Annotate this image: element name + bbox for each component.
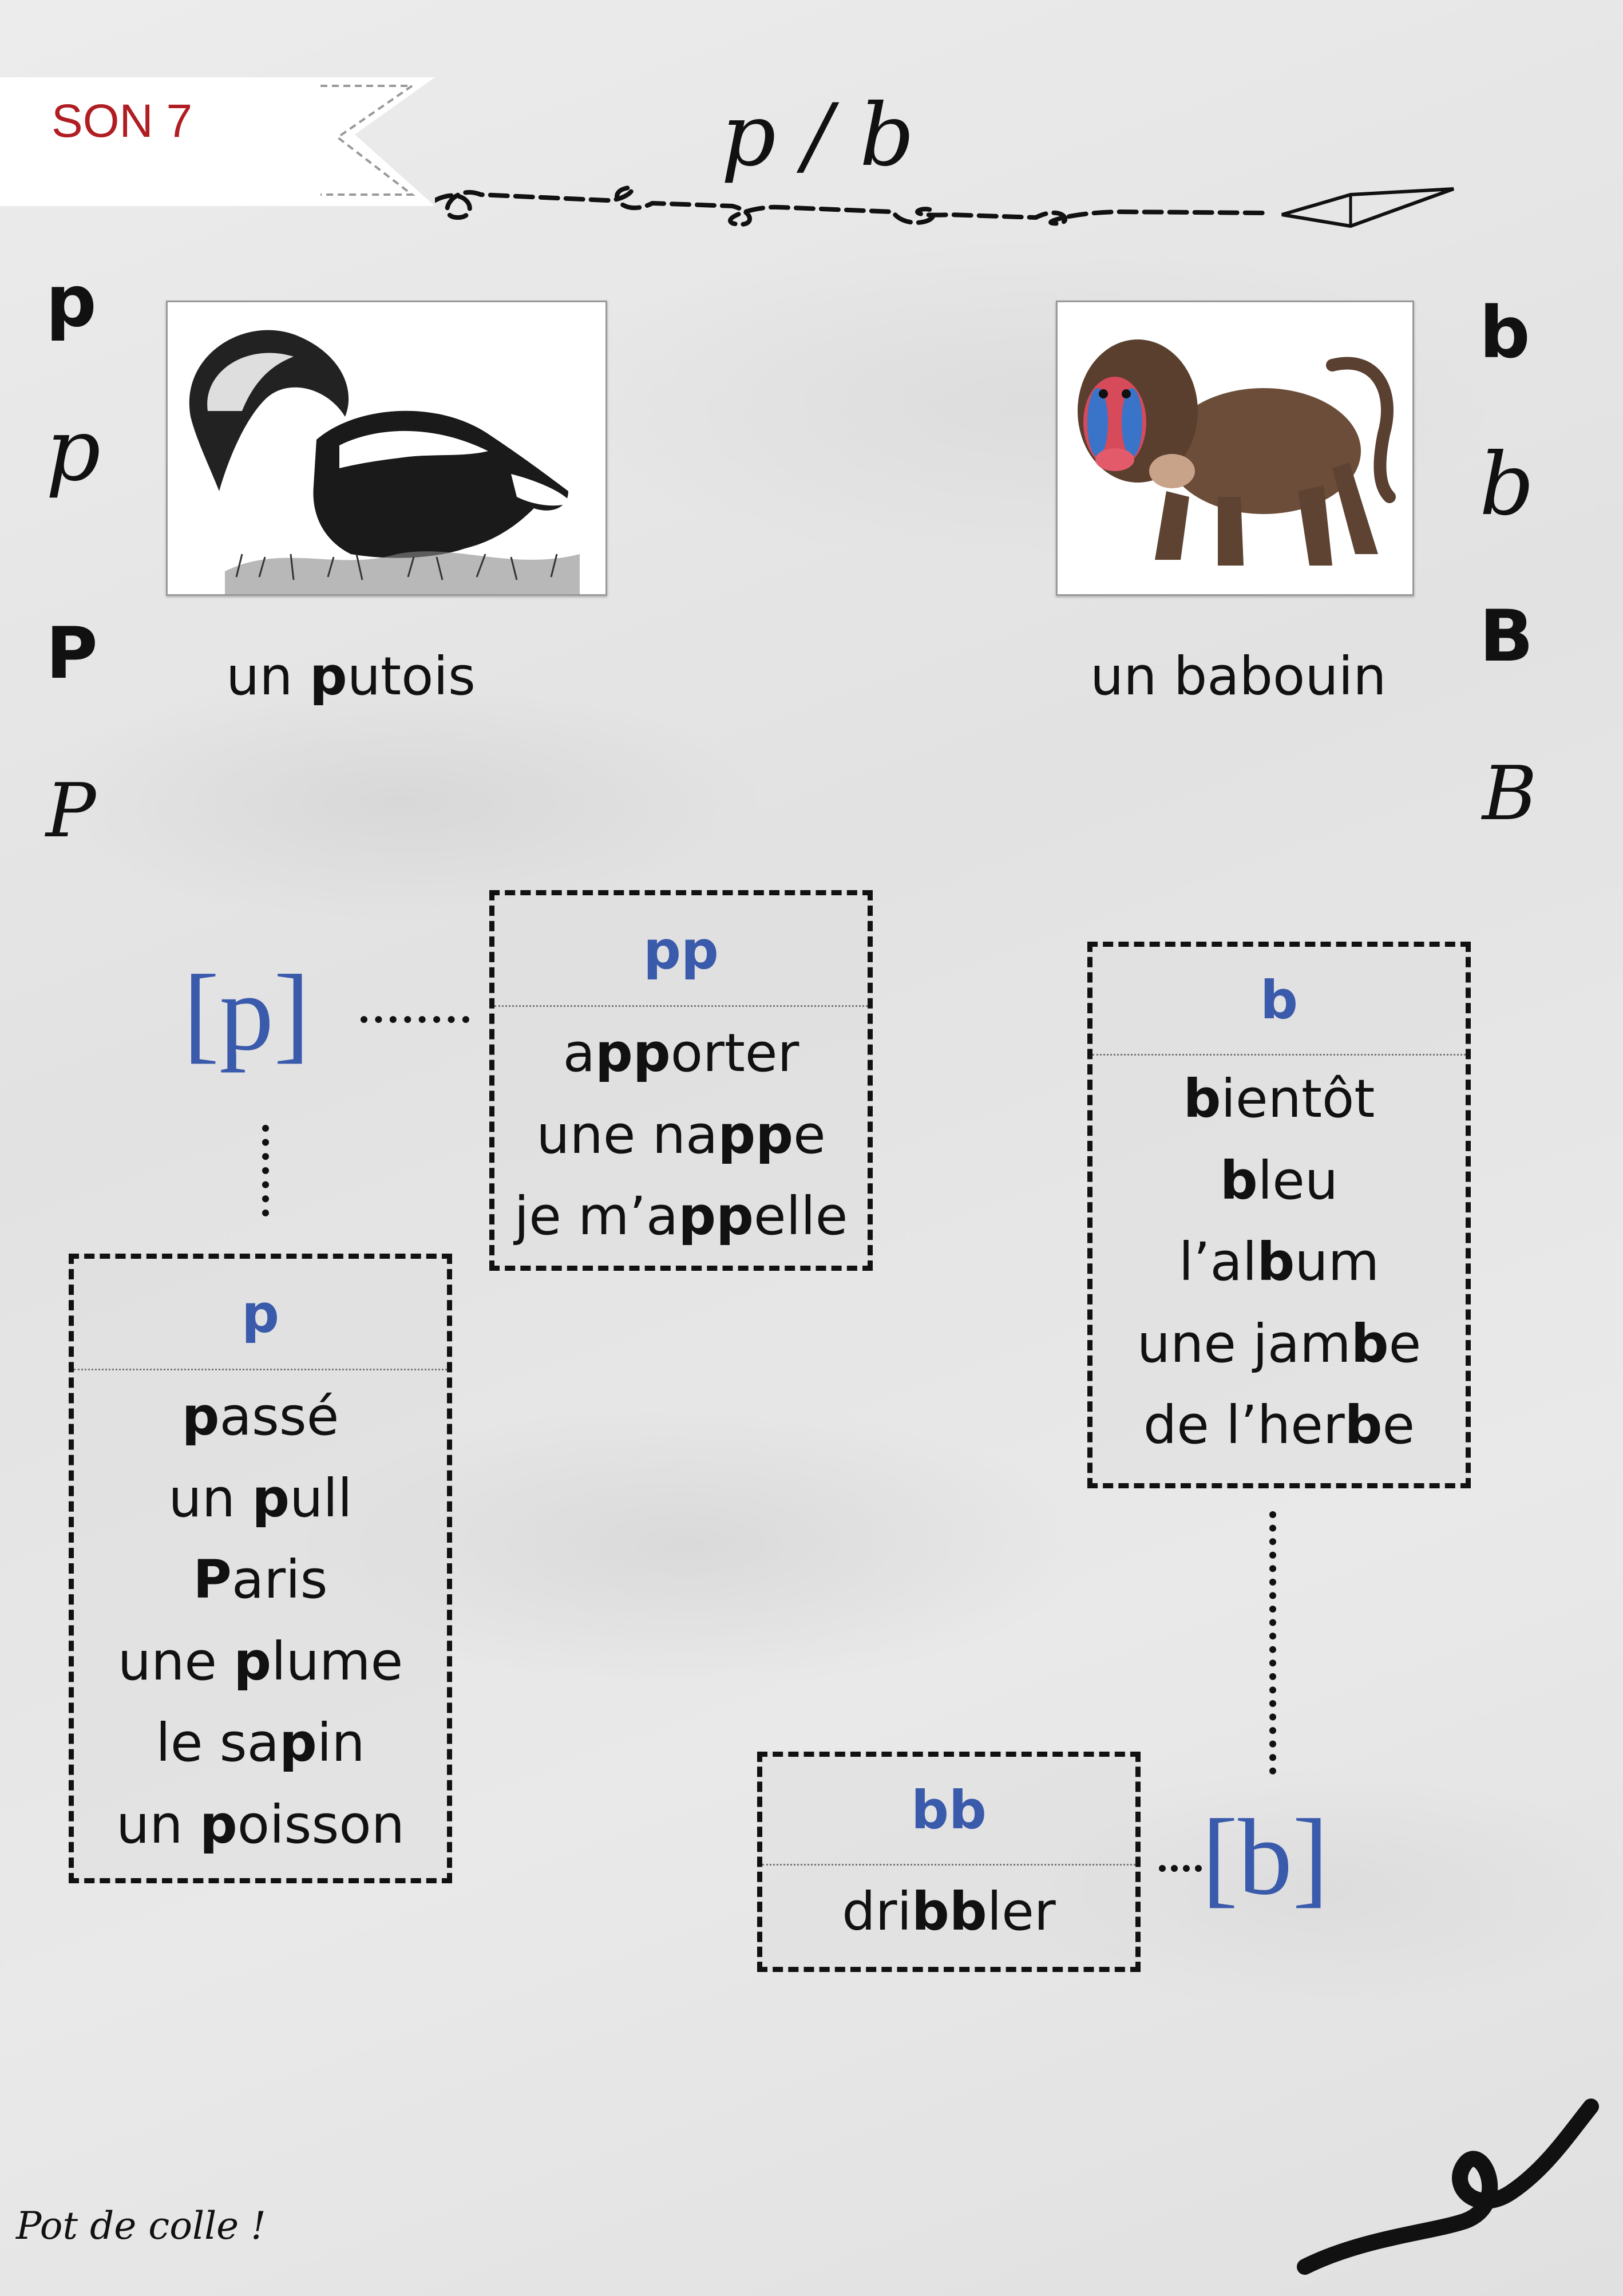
word-grapheme: b <box>1344 1394 1383 1456</box>
word-grapheme: p <box>233 1630 272 1692</box>
word-part: une <box>117 1630 234 1692</box>
word-part: une na <box>536 1104 718 1165</box>
lesson-badge: SON 7 <box>52 95 193 147</box>
card-bb: bb dribbler <box>757 1752 1141 1972</box>
header-banner <box>0 77 435 206</box>
connector-p-p <box>262 1125 269 1216</box>
word-part: a <box>563 1022 596 1084</box>
letter-b-print-lower: b <box>1479 292 1530 374</box>
caption-putois: un putois <box>226 646 476 707</box>
word-grapheme: pp <box>718 1104 794 1165</box>
word-line: une jambe <box>1092 1303 1466 1385</box>
skunk-image <box>166 301 607 596</box>
letter-p-cursive-lower: p <box>46 401 101 500</box>
word-part: e <box>793 1104 826 1165</box>
word-part: orter <box>670 1022 799 1084</box>
word-part: dri <box>842 1881 912 1942</box>
letter-p-print-upper: P <box>46 612 98 695</box>
word-part: ull <box>290 1467 353 1529</box>
word-line: je m’appelle <box>494 1176 868 1258</box>
page-title: p / b <box>721 86 915 185</box>
letter-p-cursive-upper: P <box>46 767 96 854</box>
card-b-words: bientôt bleu l’album une jambe de l’herbe <box>1092 1056 1466 1467</box>
word-part: e <box>1382 1394 1415 1456</box>
word-part: oisson <box>237 1793 405 1855</box>
word-grapheme: pp <box>595 1022 671 1084</box>
word-grapheme: P <box>193 1549 232 1611</box>
word-part: un <box>116 1793 200 1855</box>
word-part: e <box>1388 1313 1422 1374</box>
word-line: le sapin <box>74 1702 447 1784</box>
word-line: l’album <box>1092 1222 1466 1303</box>
card-b: b bientôt bleu l’album une jambe de l’herbe <box>1087 942 1471 1488</box>
word-line: Paris <box>74 1539 447 1621</box>
word-grapheme: p <box>279 1712 317 1774</box>
word-part: une jam <box>1137 1313 1351 1374</box>
word-part: in <box>316 1712 365 1774</box>
caption-babouin: un babouin <box>1090 646 1387 707</box>
letter-b-print-upper: B <box>1479 595 1534 678</box>
word-part: ler <box>987 1881 1056 1942</box>
card-p: p passé un pull Paris une plume le sapin un p… <box>69 1254 452 1883</box>
card-bb-heading: bb <box>762 1757 1135 1866</box>
word-part: um <box>1295 1231 1380 1293</box>
card-pp: pp apporter une nappe je m’appelle <box>489 890 873 1271</box>
word-grapheme: b <box>1220 1149 1258 1211</box>
connector-b-b <box>1269 1511 1276 1775</box>
baboon-illustration <box>1078 339 1396 566</box>
word-part: le sa <box>156 1712 279 1774</box>
card-pp-words: apporter une nappe je m’appelle <box>494 1007 868 1258</box>
word-part: aris <box>231 1549 328 1611</box>
word-line: apporter <box>494 1013 868 1094</box>
card-bb-words: dribbler <box>762 1866 1135 1953</box>
word-line: bleu <box>1092 1140 1466 1222</box>
word-grapheme: b <box>1257 1231 1295 1293</box>
word-grapheme: p <box>181 1386 220 1447</box>
word-part: un <box>168 1467 252 1529</box>
phoneme-p: [p] <box>183 953 310 1073</box>
connector-p-pp <box>361 1016 469 1023</box>
letter-b-cursive-upper: B <box>1482 750 1537 837</box>
word-part: l’al <box>1178 1231 1257 1293</box>
caption-putois-prefix: un <box>226 646 310 707</box>
word-line: de l’herbe <box>1092 1385 1466 1467</box>
card-p-heading: p <box>74 1259 447 1370</box>
baboon-image <box>1056 301 1414 596</box>
word-grapheme: b <box>1183 1068 1221 1129</box>
word-line: un pull <box>74 1458 447 1540</box>
decorative-flourish <box>1297 2099 1599 2275</box>
word-line: dribbler <box>762 1871 1135 1953</box>
word-part: lume <box>271 1630 403 1692</box>
decorative-swirl-line <box>435 185 1455 228</box>
word-part: de l’her <box>1143 1394 1345 1456</box>
caption-putois-grapheme: p <box>309 646 347 707</box>
card-p-words: passé un pull Paris une plume le sapin un poi… <box>74 1370 447 1866</box>
card-pp-heading: pp <box>494 895 868 1007</box>
word-line: une plume <box>74 1621 447 1703</box>
skunk-illustration <box>189 330 580 594</box>
word-part: leu <box>1257 1149 1339 1211</box>
letter-p-print-lower: p <box>46 260 97 343</box>
word-grapheme: p <box>252 1467 290 1529</box>
word-line: une nappe <box>494 1094 868 1176</box>
phoneme-b: [b] <box>1202 1797 1329 1918</box>
word-part: elle <box>754 1185 848 1247</box>
word-line: bientôt <box>1092 1058 1466 1140</box>
letter-b-cursive-lower: b <box>1479 435 1535 535</box>
connector-bb-b <box>1159 1865 1202 1872</box>
card-b-heading: b <box>1092 947 1466 1056</box>
word-part: ientôt <box>1221 1068 1375 1129</box>
caption-putois-suffix: utois <box>347 646 476 707</box>
word-part: assé <box>219 1386 339 1447</box>
word-grapheme: pp <box>678 1185 754 1247</box>
word-part: je m’a <box>514 1185 679 1247</box>
word-grapheme: bb <box>912 1881 987 1942</box>
word-grapheme: p <box>199 1793 237 1855</box>
word-line: un poisson <box>74 1784 447 1866</box>
word-grapheme: b <box>1351 1313 1389 1374</box>
word-line: passé <box>74 1376 447 1458</box>
footer-signature: Pot de colle ! <box>16 2204 266 2248</box>
